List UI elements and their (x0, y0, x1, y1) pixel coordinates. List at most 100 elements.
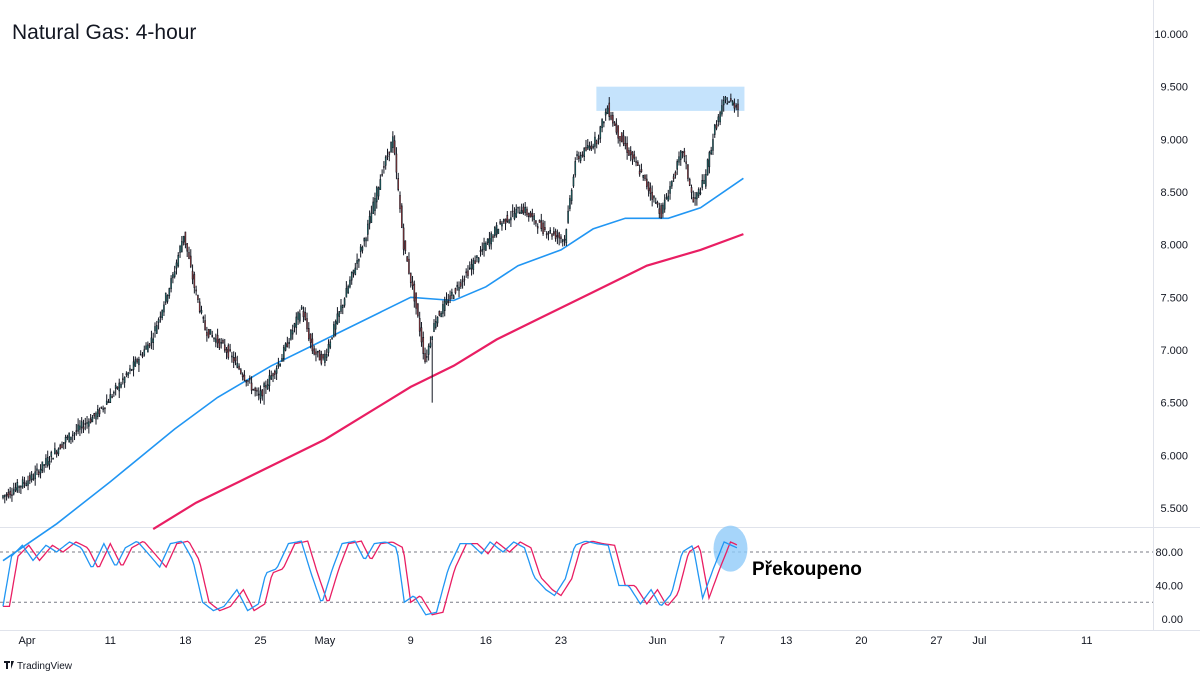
candle (202, 315, 205, 323)
candle-body (261, 389, 264, 397)
candle (646, 174, 648, 190)
candle-body (345, 287, 348, 298)
candle-body (268, 375, 271, 386)
candle (442, 300, 444, 318)
candle-body (687, 164, 689, 179)
candle (116, 386, 119, 390)
candle (590, 141, 593, 152)
candle (520, 203, 523, 214)
time-tick-label: 25 (254, 635, 266, 647)
candle (388, 151, 391, 162)
candle (232, 351, 235, 369)
candle (129, 364, 131, 375)
candle-body (597, 138, 600, 140)
candle-body (109, 394, 112, 403)
candle (71, 430, 74, 443)
candle-body (222, 339, 224, 344)
candle (433, 319, 435, 333)
candle-body (508, 219, 510, 223)
candle (354, 262, 357, 276)
candle (578, 151, 580, 163)
candle-body (551, 233, 553, 237)
candle (603, 121, 605, 128)
candle (561, 238, 564, 247)
candle-body (472, 259, 475, 270)
candle-body (25, 483, 28, 487)
candle (585, 139, 587, 152)
candle-body (359, 246, 362, 252)
candle (411, 275, 414, 290)
candle (658, 202, 661, 219)
candle-body (64, 436, 67, 443)
candle (168, 287, 171, 299)
candle-body (329, 341, 332, 348)
candle-body (375, 187, 378, 203)
candle (345, 281, 348, 298)
candle-body (395, 153, 398, 173)
candle-body (54, 448, 56, 454)
candle (122, 372, 124, 385)
candle-body (519, 211, 521, 214)
candle-body (272, 373, 274, 377)
candle-body (433, 323, 435, 332)
candle (501, 220, 503, 231)
candle-body (692, 197, 695, 203)
candle-body (21, 479, 24, 488)
candle (497, 228, 500, 234)
candle (157, 317, 160, 330)
candle-body (710, 149, 712, 155)
candle-body (674, 172, 677, 176)
candle-body (497, 228, 500, 234)
candle (181, 236, 183, 253)
candle (712, 133, 714, 155)
candle-body (429, 342, 432, 347)
price-axis: 5.500 6.000 6.500 7.000 7.500 8.000 8.500 9.000… (1154, 29, 1188, 515)
candle (256, 387, 258, 397)
candle-body (540, 220, 543, 229)
candle-body (197, 294, 199, 300)
candle (679, 150, 682, 166)
candle-body (32, 478, 35, 481)
candle-body (95, 412, 97, 420)
candle (41, 461, 44, 474)
candle-body (300, 306, 303, 310)
candle (542, 219, 544, 236)
candle-body (104, 407, 106, 410)
candle (631, 151, 634, 165)
candle-body (553, 231, 555, 235)
candle-body (490, 233, 493, 245)
candle-body (624, 143, 627, 146)
candle-body (3, 494, 6, 498)
candle (200, 305, 203, 315)
candle (73, 432, 76, 441)
candle (579, 151, 582, 164)
overbought-highlight (713, 525, 748, 572)
candle (703, 174, 705, 185)
candle-body (293, 323, 296, 328)
candle (356, 253, 358, 270)
time-tick-label: Jul (972, 635, 986, 647)
candle-body (629, 150, 632, 156)
candle-body (340, 305, 342, 312)
candle-body (649, 187, 652, 194)
candle (25, 480, 28, 487)
candle-body (413, 283, 416, 302)
candle-body (266, 384, 269, 390)
candle-body (122, 378, 124, 381)
candle-body (291, 330, 294, 335)
candle-body (590, 145, 593, 149)
candle (98, 407, 101, 417)
price-tick-label: 8.000 (1160, 240, 1188, 252)
candle (490, 231, 493, 250)
candle (628, 147, 630, 156)
candle-body (449, 295, 451, 300)
candle (436, 316, 439, 327)
candle (313, 345, 315, 356)
candle (213, 337, 215, 342)
candle-body (247, 380, 249, 382)
candle-body (481, 248, 484, 252)
candle (617, 125, 619, 144)
candle (467, 265, 469, 279)
candle (535, 219, 537, 227)
candle (358, 258, 360, 268)
